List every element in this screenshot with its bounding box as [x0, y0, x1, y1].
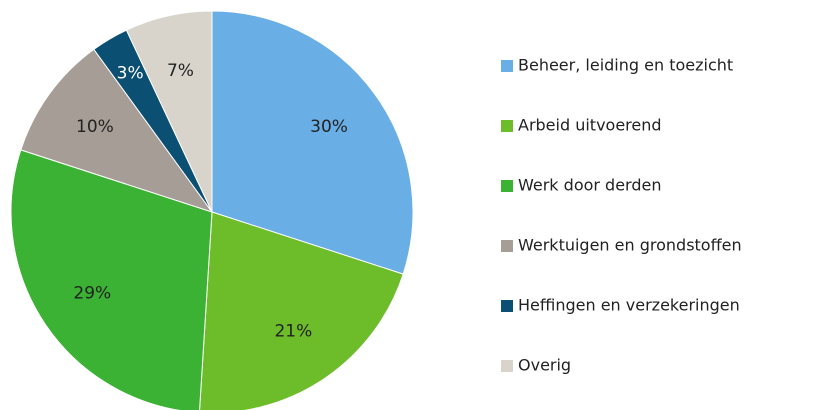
legend-swatch — [501, 60, 513, 72]
pie-slice — [199, 211, 404, 410]
legend-label: Werk door derden — [518, 176, 662, 195]
legend-swatch — [501, 240, 513, 252]
data-label: 29% — [73, 283, 111, 303]
data-label: 21% — [274, 322, 312, 342]
legend-label: Overig — [518, 356, 571, 375]
pie-slice — [20, 48, 214, 213]
pie-slice — [125, 10, 213, 213]
data-label: 30% — [310, 117, 348, 137]
data-label: 7% — [167, 61, 194, 81]
legend-label: Heffingen en verzekeringen — [518, 296, 740, 315]
legend-label: Arbeid uitvoerend — [518, 116, 662, 135]
legend-swatch — [501, 120, 513, 132]
data-label: 10% — [76, 117, 114, 137]
legend-swatch — [501, 300, 513, 312]
pie-slice — [10, 149, 213, 410]
pie-slice — [211, 10, 414, 275]
legend-swatch — [501, 360, 513, 372]
data-label: 3% — [117, 64, 144, 84]
legend-swatch — [501, 180, 513, 192]
legend-label: Beheer, leiding en toezicht — [518, 56, 733, 75]
legend-label: Werktuigen en grondstoffen — [518, 236, 742, 255]
